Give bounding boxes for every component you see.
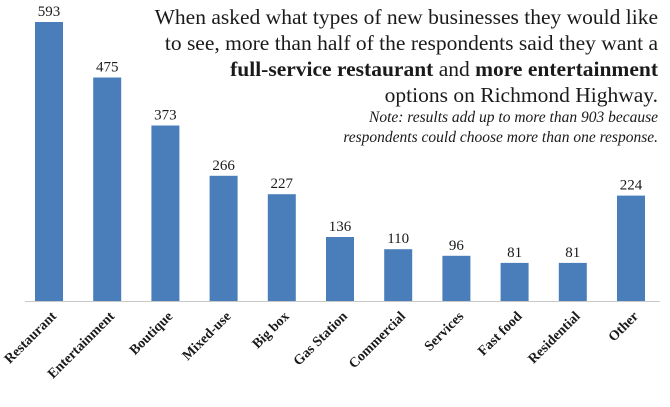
value-label-restaurant: 593 — [38, 4, 61, 20]
caption-bold-entertainment: more entertainment — [475, 57, 658, 81]
value-label-fast-food: 81 — [507, 245, 522, 261]
category-label-services: Services — [422, 309, 468, 355]
category-label-residential: Residential — [526, 309, 584, 367]
category-label-commercial: Commercial — [346, 309, 409, 372]
value-labels-group: 593 475 373 266 227 136 110 96 81 81 224 — [38, 4, 643, 261]
value-label-boutique: 373 — [154, 108, 177, 124]
category-label-mixed-use: Mixed-use — [180, 309, 235, 364]
caption-bold-restaurant: full-service restaurant — [230, 57, 434, 81]
value-label-mixed-use: 266 — [212, 158, 235, 174]
value-label-commercial: 110 — [387, 231, 409, 247]
category-label-big-box: Big box — [250, 309, 293, 352]
value-label-gas-station: 136 — [329, 219, 352, 235]
caption-line-4: options on Richmond Highway. — [384, 83, 658, 107]
bar-entertainment — [93, 77, 122, 301]
bar-restaurant — [35, 22, 63, 301]
category-label-fast-food: Fast food — [475, 309, 525, 359]
category-label-boutique: Boutique — [127, 309, 176, 358]
value-label-services: 96 — [449, 238, 465, 254]
bar-other — [617, 195, 645, 301]
bar-services — [442, 255, 471, 301]
bar-residential — [558, 262, 587, 301]
chart-caption: When asked what types of new businesses … — [58, 4, 658, 148]
bar-mixed-use — [209, 175, 238, 301]
caption-line-1: When asked what types of new businesses … — [154, 5, 658, 29]
note-line-2: respondents could choose more than one r… — [343, 129, 658, 146]
value-label-big-box: 227 — [271, 176, 294, 192]
caption-and: and — [433, 57, 476, 81]
note-line-1: Note: results add up to more than 903 be… — [368, 109, 658, 126]
category-label-gas-station: Gas Station — [291, 309, 351, 369]
value-label-entertainment: 475 — [96, 60, 119, 76]
caption-line-3: full-service restaurant and more enterta… — [58, 56, 658, 82]
category-label-other: Other — [606, 309, 642, 345]
bar-gas-station — [326, 237, 354, 301]
caption-text: When asked what types of new businesses … — [58, 4, 658, 108]
caption-line-2: to see, more than half of the respondent… — [164, 31, 658, 55]
bar-commercial — [384, 249, 413, 301]
bar-boutique — [151, 125, 180, 301]
caption-note: Note: results add up to more than 903 be… — [58, 108, 658, 148]
value-label-other: 224 — [620, 178, 643, 194]
category-label-restaurant: Restaurant — [2, 309, 60, 367]
bars-group — [35, 22, 645, 301]
bar-big-box — [267, 194, 296, 301]
value-label-residential: 81 — [565, 245, 580, 261]
bar-fast-food — [500, 262, 529, 301]
